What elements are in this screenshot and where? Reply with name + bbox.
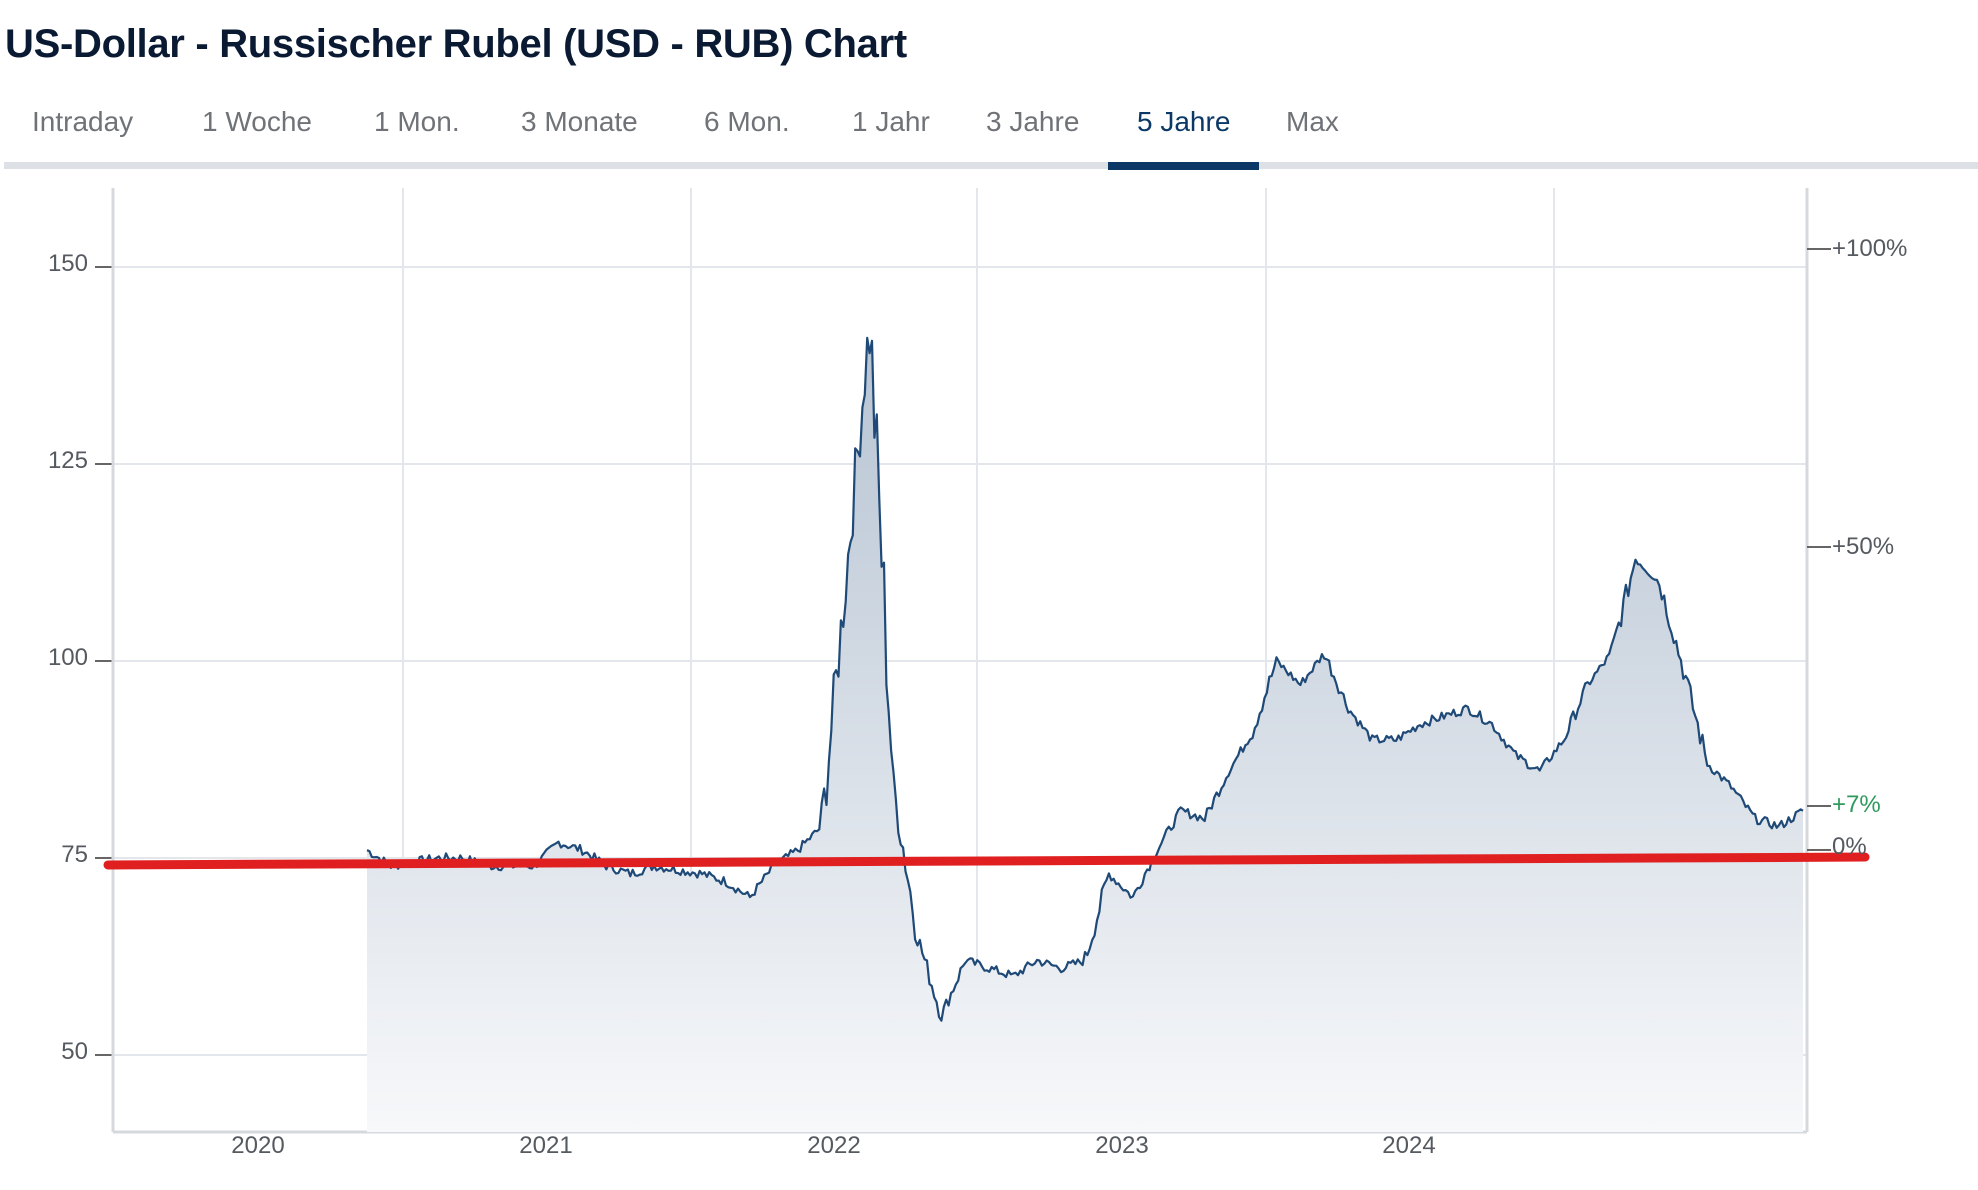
right-tick-plus7: +7% — [1832, 791, 1881, 818]
active-tab-indicator — [1108, 162, 1259, 170]
right-tick-plus50: +50% — [1832, 533, 1895, 560]
tab-3-jahre[interactable]: 3 Jahre — [986, 106, 1080, 137]
x-tick-2022: 2022 — [807, 1132, 861, 1159]
tab-max[interactable]: Max — [1286, 106, 1339, 137]
page-title: US-Dollar - Russischer Rubel (USD - RUB)… — [5, 22, 907, 66]
range-tabs: Intraday 1 Woche 1 Mon. 3 Monate 6 Mon. … — [4, 100, 1978, 170]
right-tick-zero: 0% — [1832, 833, 1867, 860]
tab-5-jahre[interactable]: 5 Jahre — [1137, 106, 1231, 137]
right-tick-plus100: +100% — [1832, 235, 1908, 262]
x-tick-2021: 2021 — [519, 1132, 573, 1159]
price-area — [367, 337, 1803, 1132]
x-tick-2023: 2023 — [1095, 1132, 1149, 1159]
tab-1-jahr[interactable]: 1 Jahr — [852, 106, 930, 137]
price-chart[interactable]: 150 125 100 75 50 +100% +50% +7% 0% 2020… — [0, 180, 1978, 1190]
chart-canvas — [95, 188, 1870, 1134]
y-tick-50: 50 — [61, 1038, 88, 1065]
tab-1-woche[interactable]: 1 Woche — [202, 106, 312, 137]
y-tick-125: 125 — [47, 447, 88, 474]
tab-6-mon[interactable]: 6 Mon. — [704, 106, 790, 137]
x-tick-2024: 2024 — [1382, 1132, 1436, 1159]
tab-intraday[interactable]: Intraday — [32, 106, 134, 137]
tab-rail — [4, 162, 1978, 169]
y-tick-100: 100 — [47, 644, 88, 671]
tab-1-mon[interactable]: 1 Mon. — [374, 106, 460, 137]
red-reference-line — [103, 852, 1870, 870]
y-tick-75: 75 — [61, 841, 88, 868]
x-tick-2020: 2020 — [231, 1132, 285, 1159]
y-tick-150: 150 — [47, 250, 88, 277]
price-line — [366, 336, 1804, 1022]
tab-3-monate[interactable]: 3 Monate — [521, 106, 638, 137]
